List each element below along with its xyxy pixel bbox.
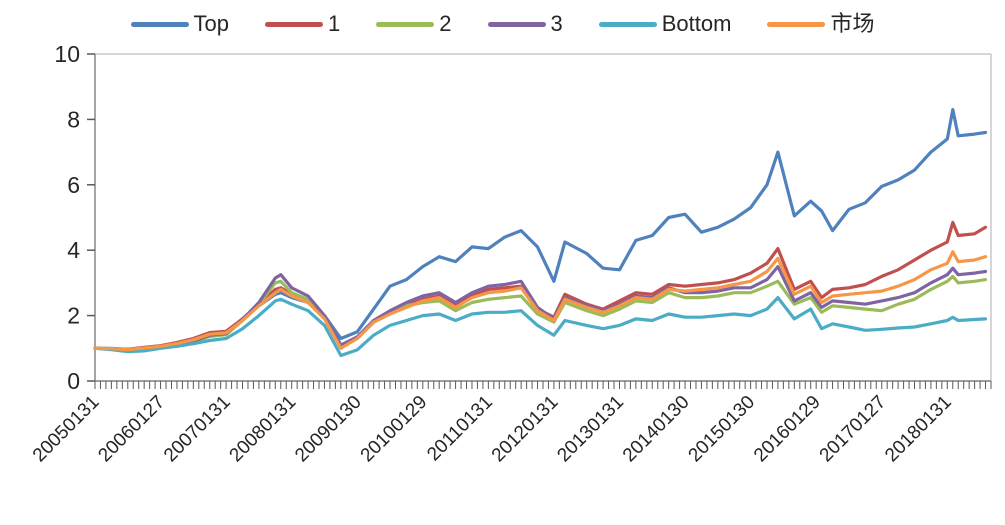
legend-label-top: Top: [193, 11, 229, 36]
legend-label-rank3: 3: [550, 11, 563, 36]
legend-label-bottom: Bottom: [661, 11, 732, 36]
legend-item-top: Top: [130, 11, 229, 36]
legend-label-rank2: 2: [439, 11, 452, 36]
x-tick-label: 20170127: [816, 392, 891, 467]
y-tick-label: 4: [67, 237, 80, 263]
x-tick-label: 20130131: [553, 392, 628, 467]
legend-swatch-bottom: [598, 21, 657, 27]
legend-swatch-rank3: [487, 21, 546, 27]
y-tick-label: 6: [67, 172, 80, 198]
x-tick-label: 20180131: [881, 392, 956, 467]
series-line-bottom: [93, 296, 988, 358]
legend-swatch-rank1: [265, 21, 323, 27]
legend-item-rank1: 1: [265, 13, 340, 35]
legend-label-rank1: 1: [328, 11, 341, 36]
x-tick-label: 20100129: [357, 392, 432, 467]
series-lines: [93, 107, 988, 358]
legend-item-rank2: 2: [376, 11, 452, 36]
x-tick-label: 20140130: [619, 392, 694, 467]
x-tick-label: 20110131: [423, 392, 497, 466]
x-axis-ticks: [94, 381, 992, 389]
x-axis-labels: 2005013120060127200701312008013120090130…: [29, 392, 956, 467]
y-tick-label: 10: [54, 41, 80, 67]
x-tick-label: 20070131: [160, 392, 235, 467]
legend-swatch-top: [130, 21, 189, 27]
x-tick-label: 20120131: [488, 392, 563, 467]
legend-swatch-market: [767, 21, 826, 27]
y-tick-label: 2: [67, 303, 80, 329]
legend-item-market: 市场: [767, 13, 874, 35]
legend-item-rank3: 3: [487, 11, 563, 36]
y-tick-label: 8: [67, 106, 80, 132]
x-tick-label: 20080131: [226, 392, 301, 467]
x-tick-label: 20090130: [291, 392, 366, 467]
series-line-market: [93, 250, 988, 352]
x-tick-label: 20060127: [94, 392, 169, 467]
y-tick-label: 0: [67, 368, 80, 394]
y-axis: 0 2 4 6 8 10: [54, 41, 95, 394]
legend-swatch-rank2: [376, 21, 435, 27]
x-tick-label: 20160129: [750, 392, 825, 467]
legend-label-market: 市场: [830, 11, 875, 36]
legend-item-bottom: Bottom: [598, 11, 732, 36]
x-tick-label: 20150130: [685, 392, 760, 467]
x-tick-label: 20050131: [29, 392, 104, 467]
chart-legend: Top 1 2 3 Bottom 市场: [0, 6, 1005, 42]
